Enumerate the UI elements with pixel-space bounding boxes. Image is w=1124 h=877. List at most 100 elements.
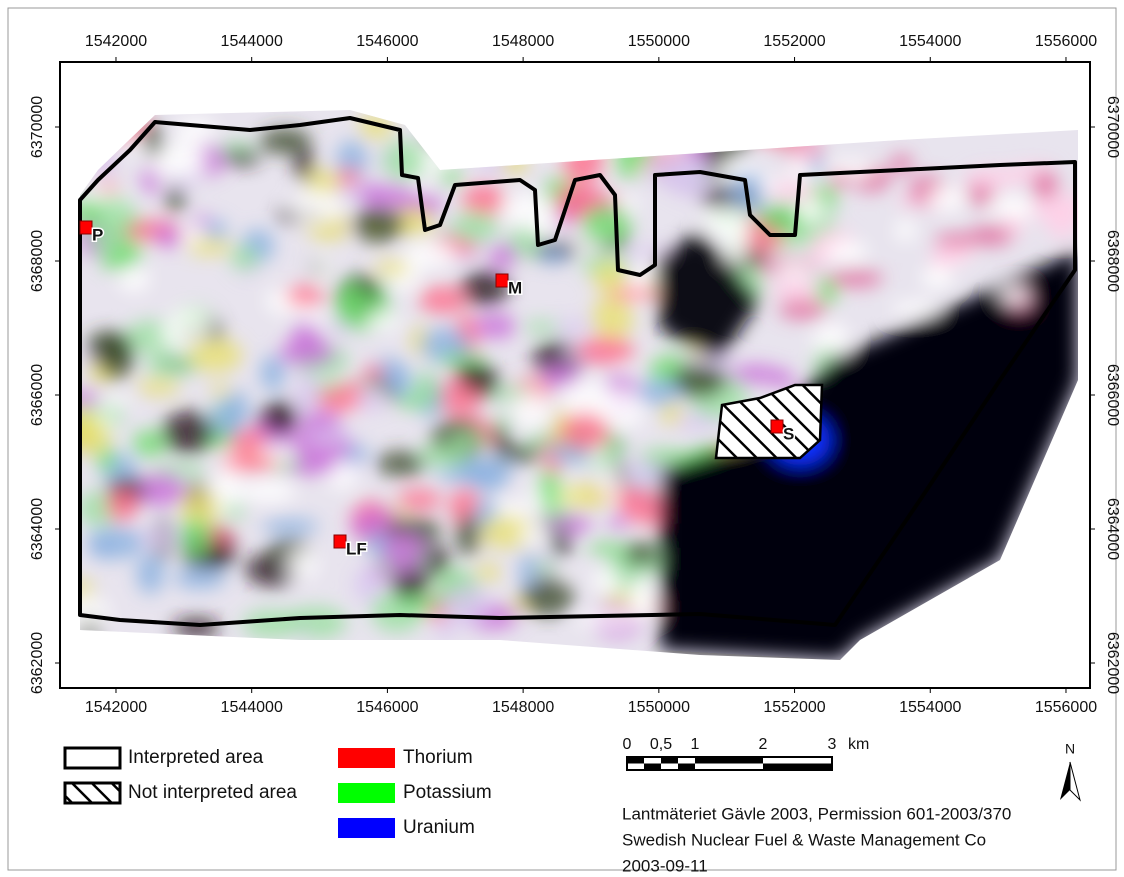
blob: [133, 430, 167, 457]
x-tick-label: 1548000: [492, 699, 554, 716]
credit: 2003-09-11: [622, 856, 708, 875]
blob: [449, 431, 485, 448]
y-tick-label: 6366000: [1104, 364, 1121, 426]
blob: [456, 515, 480, 556]
legend-label: Not interpreted area: [128, 782, 297, 803]
blob: [295, 379, 320, 414]
blob: [661, 402, 682, 424]
point-label: M: [508, 278, 522, 297]
blob: [225, 503, 244, 519]
y-tick-label: 6366000: [29, 364, 46, 426]
blob: [166, 185, 184, 212]
scale-label: 0: [623, 736, 632, 753]
x-tick-label: 1550000: [628, 699, 690, 716]
blob: [136, 554, 164, 594]
y-tick-label: 6362000: [1104, 632, 1121, 694]
blob: [363, 365, 384, 379]
blob: [934, 233, 981, 248]
blob: [577, 337, 634, 365]
blob: [264, 400, 299, 434]
legend-label: Potassium: [403, 782, 492, 803]
blob: [779, 299, 827, 320]
blob: [534, 560, 555, 573]
blob: [286, 548, 318, 579]
blob: [592, 570, 621, 592]
x-tick-label: 1546000: [356, 699, 418, 716]
blob: [87, 527, 144, 559]
blob: [478, 563, 500, 583]
blob: [187, 238, 232, 255]
blob: [488, 244, 518, 268]
blob: [353, 567, 381, 603]
y-tick-label: 6364000: [1104, 498, 1121, 560]
x-tick-label: 1544000: [221, 33, 283, 50]
blob: [279, 341, 336, 366]
blob: [396, 596, 448, 610]
blob: [523, 321, 559, 333]
blob: [174, 568, 226, 589]
blob: [519, 526, 544, 542]
blob: [106, 487, 138, 521]
x-tick-label: 1556000: [1035, 33, 1097, 50]
legend-label: Uranium: [403, 817, 475, 838]
blob: [118, 266, 150, 293]
point-label: LF: [346, 539, 367, 558]
blob: [286, 285, 325, 306]
blob: [891, 301, 941, 316]
blob: [538, 468, 561, 508]
blob: [286, 461, 336, 476]
blob: [777, 264, 809, 278]
blob: [730, 364, 782, 384]
blob: [542, 515, 593, 534]
blob: [375, 260, 410, 276]
blob: [355, 390, 386, 413]
blob: [413, 371, 438, 409]
x-tick-label: 1546000: [356, 33, 418, 50]
blob: [769, 182, 817, 202]
blob: [302, 313, 327, 325]
scale-bar: [627, 757, 832, 770]
x-tick-label: 1542000: [85, 33, 147, 50]
north-label: N: [1065, 741, 1075, 757]
blob: [625, 542, 657, 566]
blob: [162, 411, 213, 454]
blob: [175, 117, 217, 144]
blob: [397, 489, 442, 509]
y-tick-label: 6370000: [1104, 96, 1121, 158]
blob: [290, 191, 343, 226]
blob: [1032, 170, 1058, 199]
blob: [539, 245, 567, 265]
blob: [419, 286, 467, 314]
blob: [636, 380, 682, 406]
blob: [591, 296, 634, 339]
legend-swatch: [338, 748, 395, 768]
blob: [262, 518, 320, 533]
sample-point: [496, 274, 508, 287]
blob: [353, 206, 404, 242]
sample-point: [80, 221, 92, 234]
blob: [469, 470, 507, 491]
blob: [519, 553, 536, 589]
blob: [501, 193, 556, 228]
blob: [1011, 196, 1032, 220]
blob: [139, 472, 185, 506]
legend-swatch: [338, 818, 395, 838]
blob: [921, 270, 955, 288]
y-tick-label: 6364000: [29, 498, 46, 560]
blob: [781, 146, 818, 163]
blob: [143, 123, 162, 157]
blob: [223, 151, 261, 166]
x-tick-label: 1554000: [899, 33, 961, 50]
scale-label: 2: [759, 736, 768, 753]
blob: [307, 429, 356, 443]
blob: [260, 355, 285, 391]
scale-label: 1: [691, 736, 700, 753]
blob: [586, 610, 639, 628]
blob: [603, 463, 621, 500]
blob: [642, 154, 699, 186]
blob: [146, 354, 196, 377]
blob: [222, 454, 278, 472]
blob: [593, 262, 628, 294]
legend-label: Thorium: [403, 747, 473, 768]
sample-point: [771, 420, 783, 433]
